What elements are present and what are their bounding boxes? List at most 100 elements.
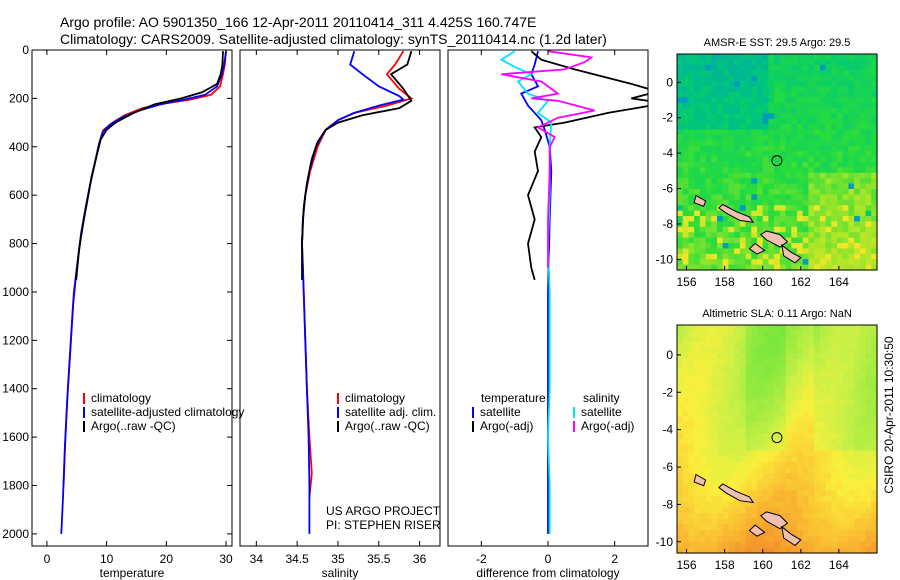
sla-cell — [705, 387, 712, 394]
sst-cell — [734, 232, 741, 239]
sla-cell — [762, 439, 770, 446]
sla-cell — [797, 518, 804, 526]
sst-cell — [705, 102, 712, 109]
sla-cell — [694, 416, 701, 423]
sla-cell — [768, 359, 775, 366]
sst-cell — [814, 205, 821, 212]
sla-cell — [757, 330, 764, 337]
sst-cell — [734, 253, 741, 260]
sla-cell — [751, 541, 758, 548]
sst-cell — [699, 91, 707, 98]
sst-cell — [694, 189, 701, 195]
sst-cell — [751, 113, 758, 120]
sst-cell — [699, 162, 707, 168]
sst-cell — [734, 243, 741, 249]
sla-cell — [831, 547, 838, 554]
sst-cell — [734, 75, 741, 82]
sst-cell — [677, 199, 684, 206]
sla-cell — [677, 336, 684, 343]
sla-cell — [808, 461, 815, 469]
sst-cell — [745, 156, 752, 163]
sst-cell — [739, 248, 747, 255]
sst-cell — [739, 259, 747, 266]
sla-cell — [757, 450, 764, 457]
sst-cell — [825, 189, 832, 195]
sla-cell — [859, 547, 867, 554]
sla-cell — [739, 421, 747, 429]
sst-cell — [808, 226, 815, 233]
sla-cell — [802, 427, 810, 434]
sst-cell — [757, 194, 764, 201]
sla-cell — [774, 484, 781, 491]
sla-cell — [688, 507, 695, 514]
sla-cell — [694, 450, 701, 457]
sla-cell — [688, 530, 695, 537]
sla-cell — [848, 450, 855, 457]
sst-cell — [779, 135, 787, 141]
sla-cell — [837, 535, 844, 543]
sst-cell — [682, 210, 690, 217]
sla-cell — [785, 507, 792, 514]
sla-cell — [768, 524, 775, 531]
sla-cell — [762, 473, 770, 480]
sla-cell — [699, 347, 707, 355]
sst-cell — [837, 237, 844, 244]
sla-cell — [768, 541, 775, 548]
sla-cell — [722, 547, 730, 554]
sst-cell — [745, 108, 752, 114]
sla-cell — [705, 376, 712, 383]
sla-cell — [859, 347, 867, 355]
sst-cell — [808, 64, 815, 71]
sla-cell — [865, 410, 872, 417]
sst-cell — [837, 248, 844, 255]
sla-cell — [734, 382, 741, 389]
sst-cell — [814, 172, 821, 179]
sla-cell — [831, 387, 838, 394]
sla-cell — [819, 473, 827, 480]
sst-cell — [705, 259, 712, 266]
sla-cell — [722, 359, 730, 366]
sst-cell — [831, 259, 838, 266]
sst-cell — [774, 216, 781, 222]
sst-cell — [745, 237, 752, 244]
sla-cell — [797, 330, 804, 337]
sla-cell — [745, 421, 752, 429]
sla-cell — [734, 524, 741, 531]
sla-cell — [734, 547, 741, 554]
sst-cell — [717, 102, 724, 109]
sst-cell — [854, 237, 861, 244]
sst-cell — [711, 221, 718, 228]
sst-cell — [854, 210, 861, 217]
sla-cell — [837, 439, 844, 446]
sst-cell — [865, 264, 872, 271]
sla-cell — [837, 399, 844, 406]
sla-cell — [694, 490, 701, 497]
sla-cell — [762, 501, 770, 508]
sst-cell — [768, 102, 775, 109]
temperature-ytick-label: 1200 — [2, 333, 29, 347]
sla-cell — [699, 456, 707, 463]
sst-cell — [722, 113, 730, 120]
sla-cell — [751, 461, 758, 469]
sla-cell — [779, 393, 787, 400]
sst-cell — [745, 221, 752, 228]
sla-cell — [814, 342, 821, 349]
sla-cell — [825, 370, 832, 377]
sla-cell — [791, 325, 798, 332]
sst-cell — [791, 135, 798, 141]
sst-cell — [837, 81, 844, 87]
sst-cell — [831, 172, 838, 179]
sst-cell — [831, 162, 838, 168]
sla-cell — [757, 496, 764, 503]
sst-cell — [814, 243, 821, 249]
sla-cell — [739, 507, 747, 514]
sst-cell — [722, 91, 730, 98]
sst-cell — [825, 54, 832, 60]
sst-cell — [837, 91, 844, 98]
sla-cell — [837, 473, 844, 480]
sla-cell — [705, 439, 712, 446]
sla-cell — [728, 501, 735, 508]
sla-cell — [739, 376, 747, 383]
sst-cell — [814, 199, 821, 206]
sst-cell — [837, 162, 844, 168]
